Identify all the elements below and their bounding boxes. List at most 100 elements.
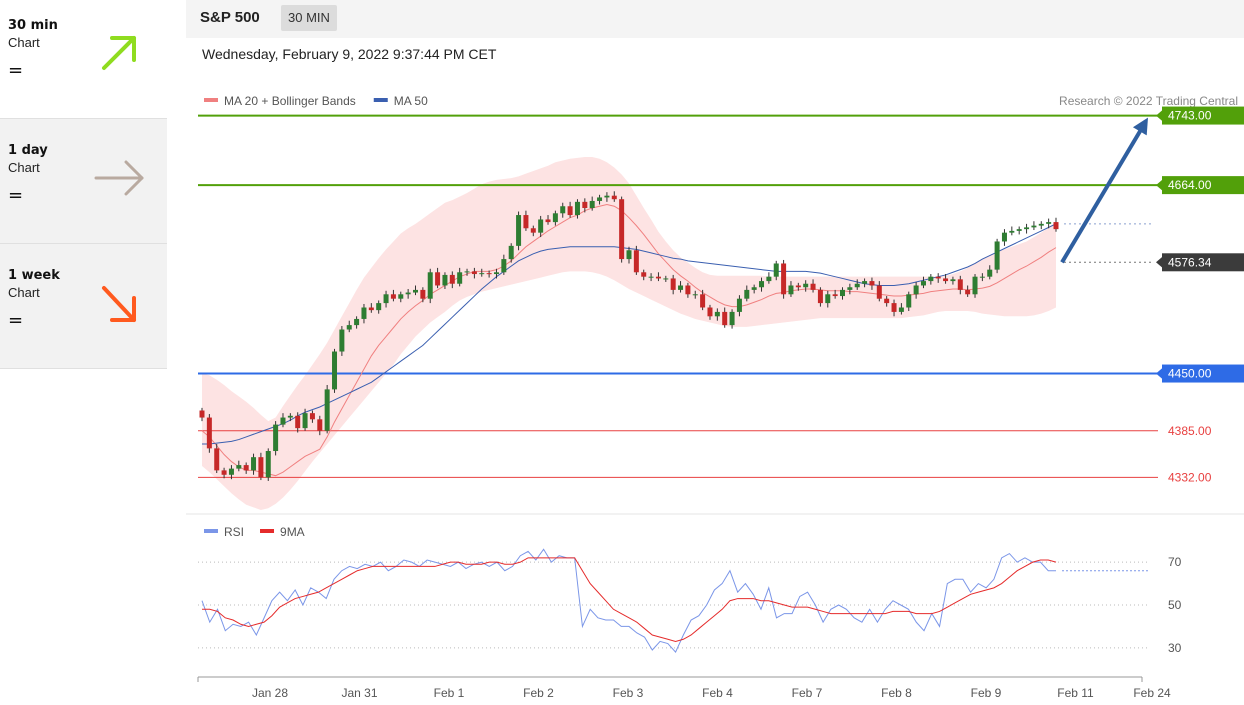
rsi-line: [201, 548, 1056, 654]
level-label-4743.00: 4743.00: [1168, 109, 1212, 123]
candle: [935, 273, 941, 283]
candle-body: [413, 289, 418, 293]
candle: [1053, 217, 1059, 232]
candle-body: [493, 272, 499, 275]
candle: [420, 287, 426, 303]
candle-body: [530, 228, 536, 233]
timeframe-item-30min[interactable]: 30 min Chart =: [0, 0, 167, 124]
candle-body: [442, 274, 448, 286]
candle: [965, 285, 971, 297]
candle: [589, 196, 595, 211]
signal-label: =: [8, 310, 24, 331]
candle: [862, 278, 868, 288]
candle-body: [471, 271, 477, 275]
candle: [663, 275, 669, 282]
legend-label-1: MA 50: [394, 94, 428, 108]
candle: [471, 267, 477, 279]
candle-body: [604, 195, 610, 198]
candle: [707, 304, 713, 320]
candle: [538, 215, 544, 238]
candle-body: [589, 200, 595, 209]
candle-body: [700, 294, 706, 308]
candle: [692, 290, 698, 299]
level-tag-pointer: [1156, 367, 1163, 380]
candle-body: [957, 279, 963, 290]
price-chart[interactable]: MA 20 + Bollinger Bands MA 50 Research © 2…: [186, 0, 1244, 705]
timeframe-subtitle: Chart: [8, 285, 40, 300]
level-tag-pointer: [1156, 256, 1163, 269]
candle-body: [574, 201, 580, 216]
candle: [972, 274, 978, 298]
candle: [228, 465, 234, 480]
timeframe-sidebar: 30 min Chart = 1 day Chart = 1 week Char…: [0, 0, 167, 705]
level-tag-4743.00: [1162, 106, 1244, 125]
timeframe-title: 30 min: [8, 18, 58, 33]
candle-body: [516, 215, 522, 246]
candle-body: [508, 245, 514, 260]
level-tag-4576.34: [1162, 253, 1244, 272]
candle: [670, 274, 676, 295]
timeframe-badge[interactable]: 30 MIN: [281, 5, 337, 31]
candle: [339, 325, 345, 356]
candle-body: [368, 307, 374, 311]
level-label-4664.00: 4664.00: [1168, 178, 1212, 192]
candle: [214, 443, 220, 474]
candle: [251, 453, 257, 475]
legend-swatch-1: [373, 98, 388, 102]
level-tag-4664.00: [1162, 176, 1244, 195]
candle: [449, 271, 455, 289]
timeframe-item-1week[interactable]: 1 week Chart =: [0, 243, 167, 369]
candle: [545, 215, 551, 225]
candle-body: [869, 281, 875, 286]
timeframe-title: 1 week: [8, 268, 60, 283]
candle-body: [920, 281, 926, 286]
candle: [810, 279, 816, 293]
candle-body: [486, 273, 492, 275]
rsi-legend-swatch-1: [260, 529, 275, 533]
candle-body: [309, 413, 315, 420]
candle-body: [206, 417, 212, 449]
candle: [273, 421, 279, 456]
candle-body: [1038, 223, 1044, 226]
candle-body: [449, 274, 455, 284]
candle-body: [273, 424, 279, 452]
candle: [302, 408, 308, 431]
arrow-down-right-icon: [102, 286, 136, 322]
timeframe-item-1day[interactable]: 1 day Chart =: [0, 118, 167, 244]
candle-body: [420, 289, 426, 299]
candle-body: [560, 206, 566, 214]
candle-body: [243, 465, 249, 471]
candle: [236, 460, 242, 472]
candle: [221, 467, 227, 479]
candle: [611, 191, 617, 202]
candle-body: [979, 276, 985, 278]
candle-body: [611, 195, 617, 200]
candle-body: [987, 269, 993, 277]
candle-body: [457, 272, 463, 284]
candle: [619, 196, 625, 263]
candle-body: [346, 325, 352, 330]
bollinger-band: [202, 156, 1056, 510]
candle-body: [228, 468, 234, 475]
candle-body: [479, 273, 485, 275]
level-tag-4450.00: [1162, 364, 1244, 383]
chart-header: S&P 500 30 MIN: [186, 0, 1244, 38]
candle: [383, 290, 389, 308]
candle-body: [707, 307, 713, 317]
candle: [700, 289, 706, 311]
candle: [390, 289, 396, 302]
candle: [876, 281, 882, 302]
candle-body: [1046, 222, 1052, 224]
rsi-ma9-line: [202, 557, 1057, 642]
candle: [898, 303, 904, 315]
legend-label-0: MA 20 + Bollinger Bands: [224, 94, 356, 108]
timeframe-subtitle: Chart: [8, 160, 40, 175]
candle-body: [1009, 230, 1015, 233]
candle-body: [781, 263, 787, 295]
candle-body: [950, 279, 956, 282]
candle: [884, 296, 890, 307]
rsi-tick-70: 70: [1168, 555, 1182, 569]
candle-body: [597, 197, 603, 201]
rsi-legend-swatch-0: [204, 529, 218, 533]
candle-body: [670, 278, 676, 290]
